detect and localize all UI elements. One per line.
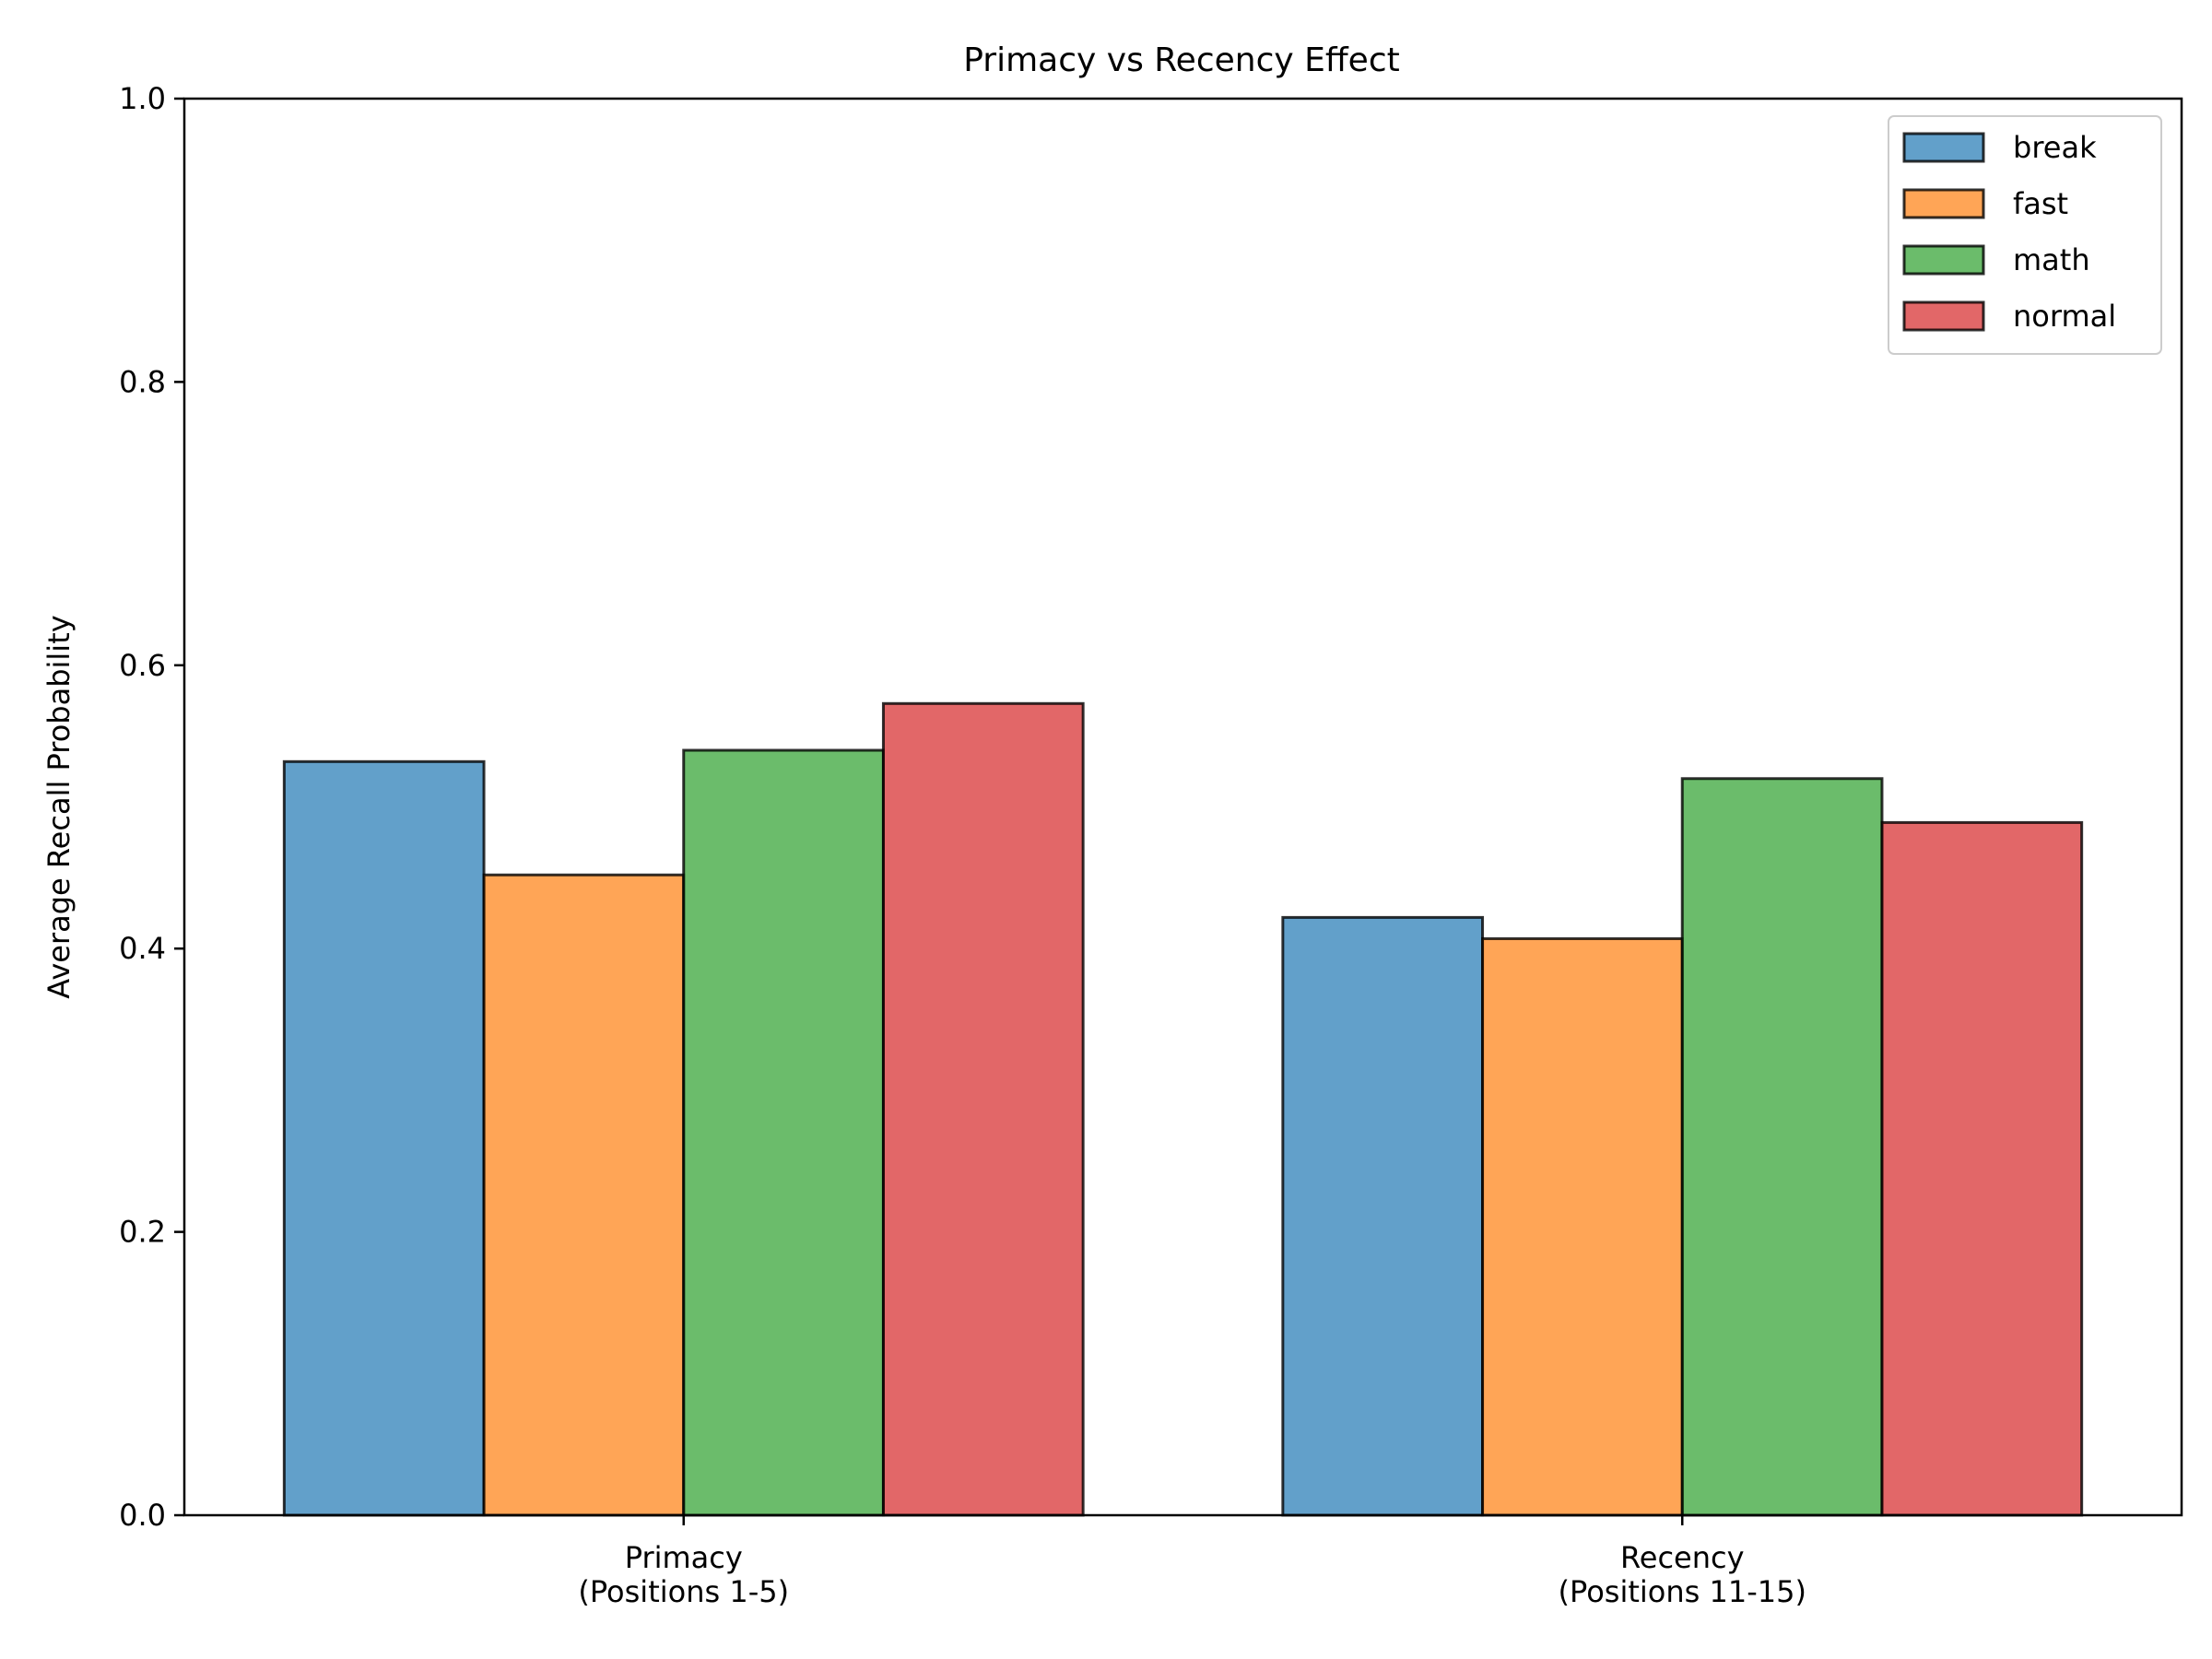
legend-swatch-normal <box>1902 300 1985 332</box>
bar-normal-2 <box>1880 820 2084 1517</box>
legend-label-fast: fast <box>2013 186 2068 221</box>
bar-fast-1 <box>482 873 686 1517</box>
x-tick-label: Recency <box>1620 1540 1745 1575</box>
bar-math-1 <box>682 748 885 1517</box>
legend-swatch-break <box>1902 132 1985 163</box>
bar-math-2 <box>1680 777 1884 1517</box>
axes-frame <box>182 97 2183 1517</box>
y-tick-label: 0.4 <box>119 931 166 966</box>
x-tick-label: (Positions 1-5) <box>578 1574 789 1609</box>
x-tick-label: (Positions 11-15) <box>1559 1574 1806 1609</box>
y-tick-label: 0.2 <box>119 1215 166 1250</box>
y-tick-label: 0.8 <box>119 364 166 399</box>
legend-box <box>1888 115 2162 355</box>
y-axis-label: Average Recall Probability <box>41 615 76 998</box>
axes-layer: 0.0 0.2 0.4 0.6 0.8 1.0 Primacy(Positions 1-5)… <box>119 81 2183 1609</box>
bar-break-1 <box>282 759 486 1517</box>
legend-label-normal: normal <box>2013 299 2116 334</box>
legend-swatch-math <box>1902 244 1985 276</box>
y-tick-label: 0.6 <box>119 648 166 683</box>
legend-label-break: break <box>2013 130 2097 165</box>
bar-break-2 <box>1281 915 1485 1517</box>
bar-fast-2 <box>1481 936 1684 1517</box>
x-tick-label: Primacy <box>625 1540 743 1575</box>
bar-normal-1 <box>881 701 1085 1517</box>
legend-label-math: math <box>2013 242 2090 277</box>
legend-swatch-fast <box>1902 188 1985 219</box>
bars-layer <box>282 701 2084 1517</box>
chart-title: Primacy vs Recency Effect <box>963 41 1400 79</box>
legend: break fast math normal <box>1888 115 2162 355</box>
y-tick-label: 1.0 <box>119 81 166 116</box>
y-tick-label: 0.0 <box>119 1498 166 1533</box>
